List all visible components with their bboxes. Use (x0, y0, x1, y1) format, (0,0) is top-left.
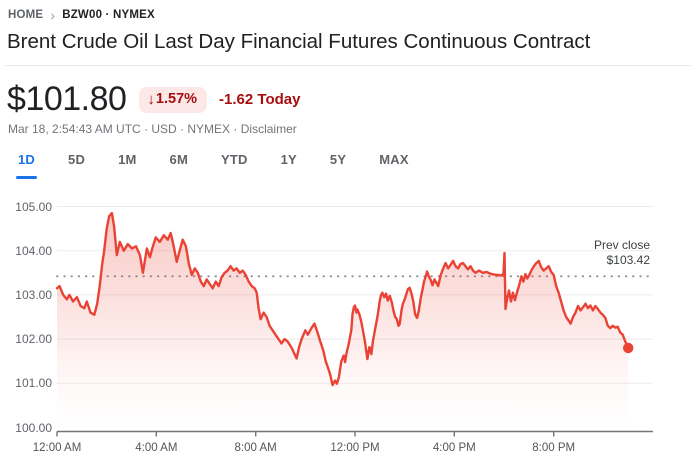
down-arrow-icon: ↓ (147, 90, 155, 108)
chart-canvas[interactable] (0, 195, 696, 465)
change-percent-badge: ↓ 1.57% (139, 86, 208, 113)
price-chart[interactable]: 100.00 101.00 102.00 103.00 104.00 105.00 12:… (0, 195, 696, 465)
x-axis-label: 4:00 AM (135, 442, 178, 454)
breadcrumb-home-link[interactable]: HOME (8, 9, 44, 21)
last-price-dot (623, 342, 634, 354)
disclaimer-link[interactable]: Disclaimer (240, 122, 297, 136)
x-axis-label: 12:00 AM (32, 442, 82, 454)
change-percent-value: 1.57% (155, 91, 198, 107)
prev-close-annotation: Prev close $103.42 (594, 238, 650, 267)
y-axis-label: 101.00 (15, 376, 52, 391)
prev-close-value: $103.42 (606, 252, 650, 267)
breadcrumb: HOME › BZW00 · NYMEX (8, 6, 155, 23)
prev-close-label: Prev close (593, 238, 650, 252)
y-axis-label: 102.00 (15, 332, 52, 347)
quote-meta-line: Mar 18, 2:54:43 AM UTC · USD · NYMEX · D… (8, 122, 297, 136)
area-fill (57, 213, 629, 432)
quote-timestamp: Mar 18, 2:54:43 AM UTC · USD · NYMEX · (8, 122, 241, 136)
tab-1y[interactable]: 1Y (280, 152, 297, 167)
x-axis-label: 8:00 PM (532, 442, 576, 454)
current-price: $101.80 (7, 80, 127, 118)
y-axis-label: 103.00 (15, 287, 52, 302)
page-title: Brent Crude Oil Last Day Financial Futur… (7, 30, 591, 53)
x-axis-label: 12:00 PM (330, 442, 380, 454)
tab-max[interactable]: MAX (379, 152, 409, 167)
y-axis-label: 105.00 (15, 199, 52, 214)
x-axis-label: 8:00 AM (234, 442, 277, 454)
time-range-tabs: 1D 5D 1M 6M YTD 1Y 5Y MAX (15, 152, 409, 179)
tab-5d[interactable]: 5D (68, 152, 86, 167)
price-row: $101.80 ↓ 1.57% -1.62 Today (7, 80, 300, 119)
tab-ytd[interactable]: YTD (221, 152, 248, 167)
breadcrumb-symbol: BZW00 · NYMEX (62, 9, 155, 21)
chevron-right-icon: › (50, 6, 56, 23)
tab-1d[interactable]: 1D (15, 152, 38, 179)
x-axis-label: 4:00 PM (432, 442, 476, 454)
header-divider (5, 65, 691, 66)
change-absolute: -1.62 Today (219, 91, 301, 108)
tab-5y[interactable]: 5Y (329, 152, 347, 167)
y-axis-label: 100.00 (15, 420, 52, 435)
price-line (55, 211, 630, 387)
tab-1m[interactable]: 1M (118, 152, 137, 167)
tab-6m[interactable]: 6M (169, 152, 188, 167)
y-axis-label: 104.00 (15, 243, 52, 258)
